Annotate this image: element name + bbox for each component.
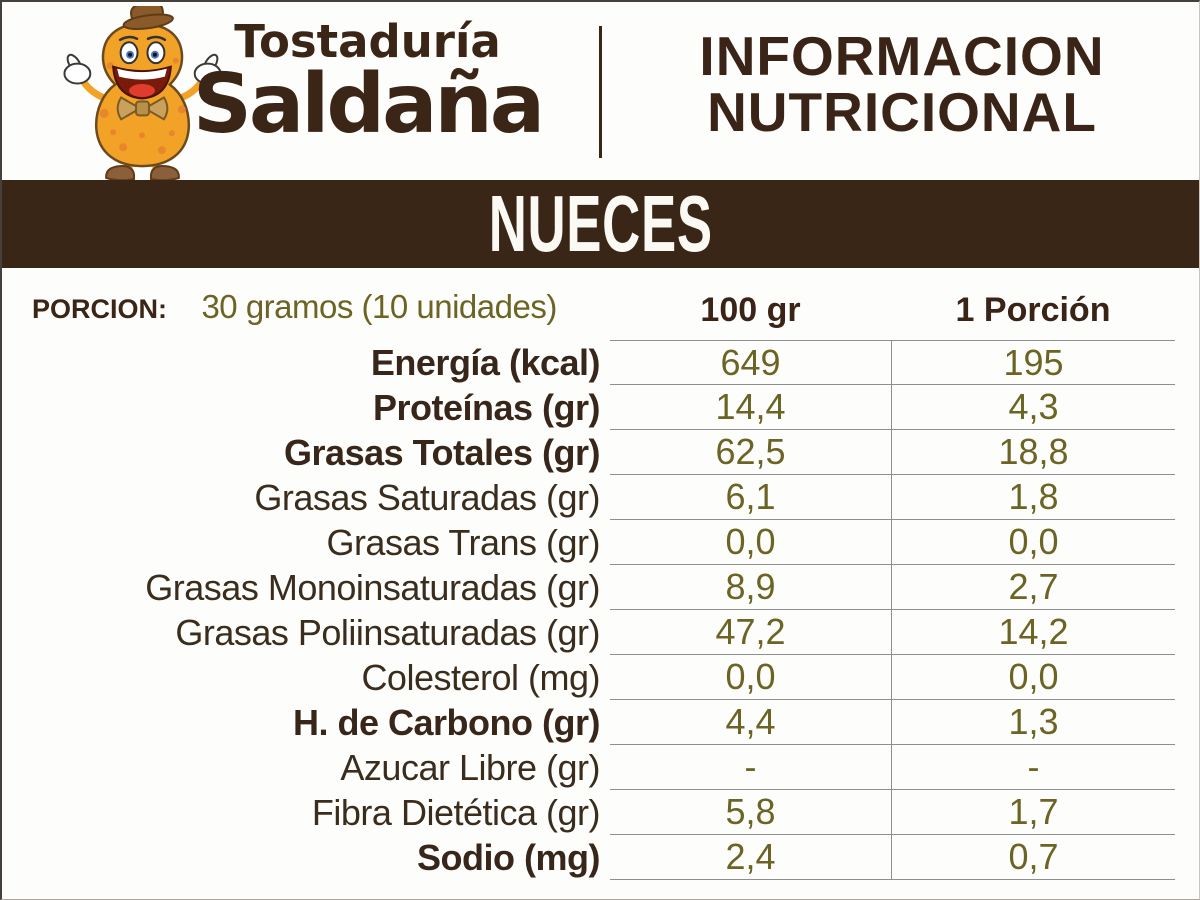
row-label: Energía (kcal) (370, 342, 601, 383)
table-row: Proteínas (gr) 14,4 4,3 (2, 385, 1199, 430)
row-label: H. de Carbono (gr) (293, 702, 600, 743)
value-100gr: - (610, 745, 891, 790)
portion-line: PORCION: 30 gramos (10 unidades) (2, 288, 610, 340)
row-label: Grasas Monoinsaturadas (gr) (145, 567, 600, 608)
row-label: Grasas Totales (gr) (284, 432, 600, 473)
table-row: H. de Carbono (gr) 4,4 1,3 (2, 700, 1199, 745)
value-1porcion: - (891, 745, 1175, 790)
value-1porcion: 0,0 (891, 520, 1175, 565)
brand-name: Tostaduría Saldaña (180, 15, 555, 152)
row-label: Fibra Dietética (gr) (311, 792, 601, 833)
row-label: Colesterol (mg) (361, 657, 600, 698)
peanut-mascot-icon (63, 6, 222, 180)
value-1porcion: 0,0 (891, 655, 1175, 700)
row-label: Grasas Poliinsaturadas (gr) (175, 612, 600, 653)
value-1porcion: 1,3 (891, 700, 1175, 745)
value-100gr: 649 (610, 340, 891, 385)
value-1porcion: 1,7 (891, 790, 1175, 835)
page-title: INFORMACION NUTRICIONAL (617, 28, 1187, 140)
value-1porcion: 14,2 (891, 610, 1175, 655)
table-row: Grasas Poliinsaturadas (gr) 47,2 14,2 (2, 610, 1199, 655)
value-100gr: 8,9 (610, 565, 891, 610)
table-row: Grasas Totales (gr) 62,5 18,8 (2, 430, 1199, 475)
table-row: Energía (kcal) 649 195 (2, 340, 1199, 385)
value-100gr: 4,4 (610, 700, 891, 745)
value-1porcion: 0,7 (891, 835, 1175, 880)
table-row: Sodio (mg) 2,4 0,7 (2, 835, 1199, 880)
value-100gr: 2,4 (610, 835, 891, 880)
table-row: Fibra Dietética (gr) 5,8 1,7 (2, 790, 1199, 835)
column-header-1porcion: 1 Porción (955, 291, 1111, 329)
value-100gr: 0,0 (610, 520, 891, 565)
row-label: Azucar Libre (gr) (340, 747, 600, 788)
value-100gr: 5,8 (610, 790, 891, 835)
page-title-line2: NUTRICIONAL (707, 81, 1097, 143)
page-title-line1: INFORMACION (699, 25, 1105, 87)
value-1porcion: 2,7 (891, 565, 1175, 610)
table-row: Grasas Saturadas (gr) 6,1 1,8 (2, 475, 1199, 520)
product-banner: NUECES (2, 180, 1199, 268)
row-label: Proteínas (gr) (372, 387, 601, 428)
row-label: Grasas Trans (gr) (326, 522, 600, 563)
value-1porcion: 18,8 (891, 430, 1175, 475)
value-100gr: 6,1 (610, 475, 891, 520)
header-divider (599, 26, 602, 158)
portion-label: PORCION: (32, 294, 167, 324)
value-1porcion: 1,8 (891, 475, 1175, 520)
table-row: Grasas Trans (gr) 0,0 0,0 (2, 520, 1199, 565)
table-row: Azucar Libre (gr) - - (2, 745, 1199, 790)
value-100gr: 47,2 (610, 610, 891, 655)
table-row: Grasas Monoinsaturadas (gr) 8,9 2,7 (2, 565, 1199, 610)
table-header-row: PORCION: 30 gramos (10 unidades) 100 gr … (2, 268, 1199, 340)
value-100gr: 62,5 (610, 430, 891, 475)
portion-value: 30 gramos (10 unidades) (201, 288, 557, 325)
row-label: Sodio (mg) (417, 837, 600, 878)
brand-name-main: Saldaña (192, 57, 545, 152)
value-1porcion: 4,3 (891, 385, 1175, 430)
brand-name-top: Tostaduría (234, 15, 501, 68)
nutrition-section: PORCION: 30 gramos (10 unidades) 100 gr … (2, 268, 1199, 880)
label-header: Tostaduría Saldaña INFORMACION NUTRICION… (2, 2, 1199, 180)
table-row: Colesterol (mg) 0,0 0,0 (2, 655, 1199, 700)
row-label: Grasas Saturadas (gr) (254, 477, 600, 518)
value-100gr: 0,0 (610, 655, 891, 700)
column-header-100gr: 100 gr (700, 291, 801, 329)
value-100gr: 14,4 (610, 385, 891, 430)
value-1porcion: 195 (891, 340, 1175, 385)
product-name: NUECES (488, 179, 713, 268)
nutrition-table: Energía (kcal) 649 195 Proteínas (gr) 14,4 4,… (2, 340, 1199, 880)
